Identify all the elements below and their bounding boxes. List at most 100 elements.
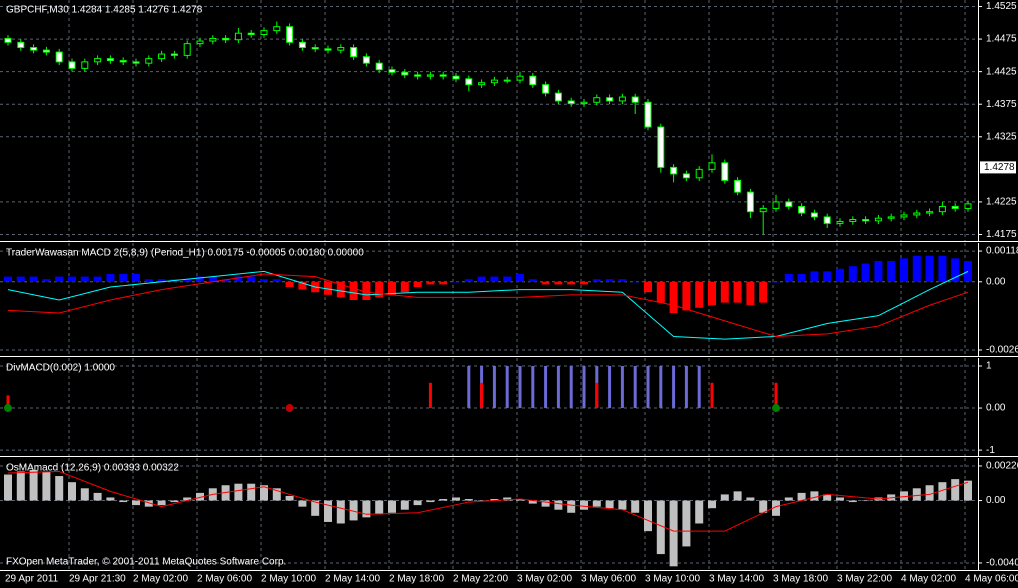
histogram-bar — [42, 471, 51, 501]
spike-bar — [6, 395, 10, 409]
histogram-bar — [695, 281, 704, 308]
histogram-bar — [170, 500, 179, 503]
time-label: 3 May 10:00 — [645, 574, 700, 585]
histogram-bar — [362, 500, 371, 518]
histogram-bar — [452, 281, 460, 283]
candle-body — [42, 49, 50, 53]
histogram-bar — [580, 500, 588, 510]
histogram-bar — [644, 500, 652, 532]
candle-body — [17, 41, 25, 49]
histogram-bar — [938, 255, 947, 282]
histogram-bar — [42, 279, 51, 282]
spike-bar — [633, 365, 637, 409]
candle-body — [849, 219, 857, 222]
histogram-bar — [592, 500, 601, 507]
histogram-bar — [208, 276, 217, 282]
signal-dot — [4, 404, 12, 413]
candle-body — [874, 217, 882, 222]
histogram-bar — [503, 276, 512, 282]
histogram-bar — [400, 500, 409, 510]
y-tick-label: 0.00118 — [986, 246, 1018, 257]
candle-body — [158, 53, 166, 60]
y-tick-label: 1.4475 — [986, 34, 1017, 45]
histogram-bar — [900, 258, 908, 282]
spike-bar — [569, 365, 573, 409]
histogram-bar — [285, 281, 294, 288]
candle-body — [567, 100, 575, 105]
histogram-bar — [68, 482, 76, 501]
spike-bar — [710, 382, 714, 409]
histogram-bar — [298, 500, 307, 507]
candle-body — [618, 96, 626, 102]
histogram-bar — [784, 273, 793, 282]
candle-body — [234, 32, 242, 41]
histogram-bar — [260, 485, 268, 501]
histogram-bar — [29, 276, 38, 282]
y-tick-label: 1 — [986, 361, 992, 372]
histogram-bar — [516, 499, 524, 501]
candle-body — [298, 41, 306, 49]
time-label: 29 Apr 2011 — [5, 574, 59, 585]
candle-body — [529, 75, 537, 86]
time-label: 3 May 06:00 — [581, 574, 636, 585]
histogram-bar — [746, 281, 755, 306]
y-tick-label: 1.4425 — [986, 66, 1017, 77]
candle-body — [810, 212, 818, 218]
histogram-bar — [695, 500, 704, 524]
histogram-bar — [298, 281, 307, 290]
candle-body — [887, 216, 895, 219]
histogram-bar — [656, 281, 665, 303]
candle-body — [465, 78, 473, 86]
histogram-bar — [861, 500, 870, 502]
candle-body — [542, 84, 550, 94]
histogram-bar — [55, 476, 64, 501]
y-tick-label: 0.00 — [986, 495, 1006, 506]
spike-bar — [480, 382, 484, 409]
candle-body — [311, 47, 319, 50]
spike-bar — [531, 365, 535, 409]
candle-body — [145, 58, 153, 64]
histogram-bar — [618, 279, 627, 282]
histogram-bar — [375, 500, 384, 515]
histogram-bar — [388, 500, 396, 513]
histogram-bar — [247, 276, 256, 282]
histogram-bar — [759, 500, 768, 513]
histogram-bar — [887, 260, 896, 282]
histogram-bar — [836, 268, 844, 282]
histogram-bar — [119, 273, 128, 282]
histogram-bar — [516, 273, 524, 282]
histogram-bar — [720, 281, 729, 303]
histogram-bar — [912, 488, 921, 501]
time-label: 2 May 18:00 — [389, 574, 444, 585]
spike-bar — [672, 365, 676, 409]
pane-title: TraderWawasan MACD 2(5,8,9) (Period_H1) … — [6, 248, 364, 259]
spike-bar — [556, 365, 560, 409]
candle-body — [913, 212, 921, 216]
histogram-bar — [951, 479, 960, 501]
histogram-bar — [528, 500, 537, 504]
time-label: 2 May 14:00 — [325, 574, 380, 585]
y-tick-label: 1.4375 — [986, 99, 1017, 110]
histogram-bar — [29, 469, 38, 501]
time-label: 3 May 22:00 — [837, 574, 892, 585]
spike-bar — [608, 365, 612, 409]
candle-body — [823, 216, 831, 224]
histogram-bar — [400, 281, 409, 293]
candle-body — [708, 162, 716, 170]
candle-body — [426, 74, 434, 77]
histogram-bar — [618, 500, 627, 510]
histogram-bar — [4, 276, 12, 282]
histogram-bar — [234, 483, 243, 501]
indicator-line — [7, 470, 969, 532]
candle-body — [4, 37, 12, 43]
histogram-bar — [951, 258, 960, 282]
histogram-bar — [644, 281, 652, 293]
spike-bar — [646, 365, 650, 409]
histogram-bar — [900, 491, 908, 501]
time-label: 4 May 06:00 — [965, 574, 1018, 585]
histogram-bar — [631, 500, 640, 513]
candle-body — [580, 101, 588, 105]
spike-bar — [582, 365, 586, 409]
